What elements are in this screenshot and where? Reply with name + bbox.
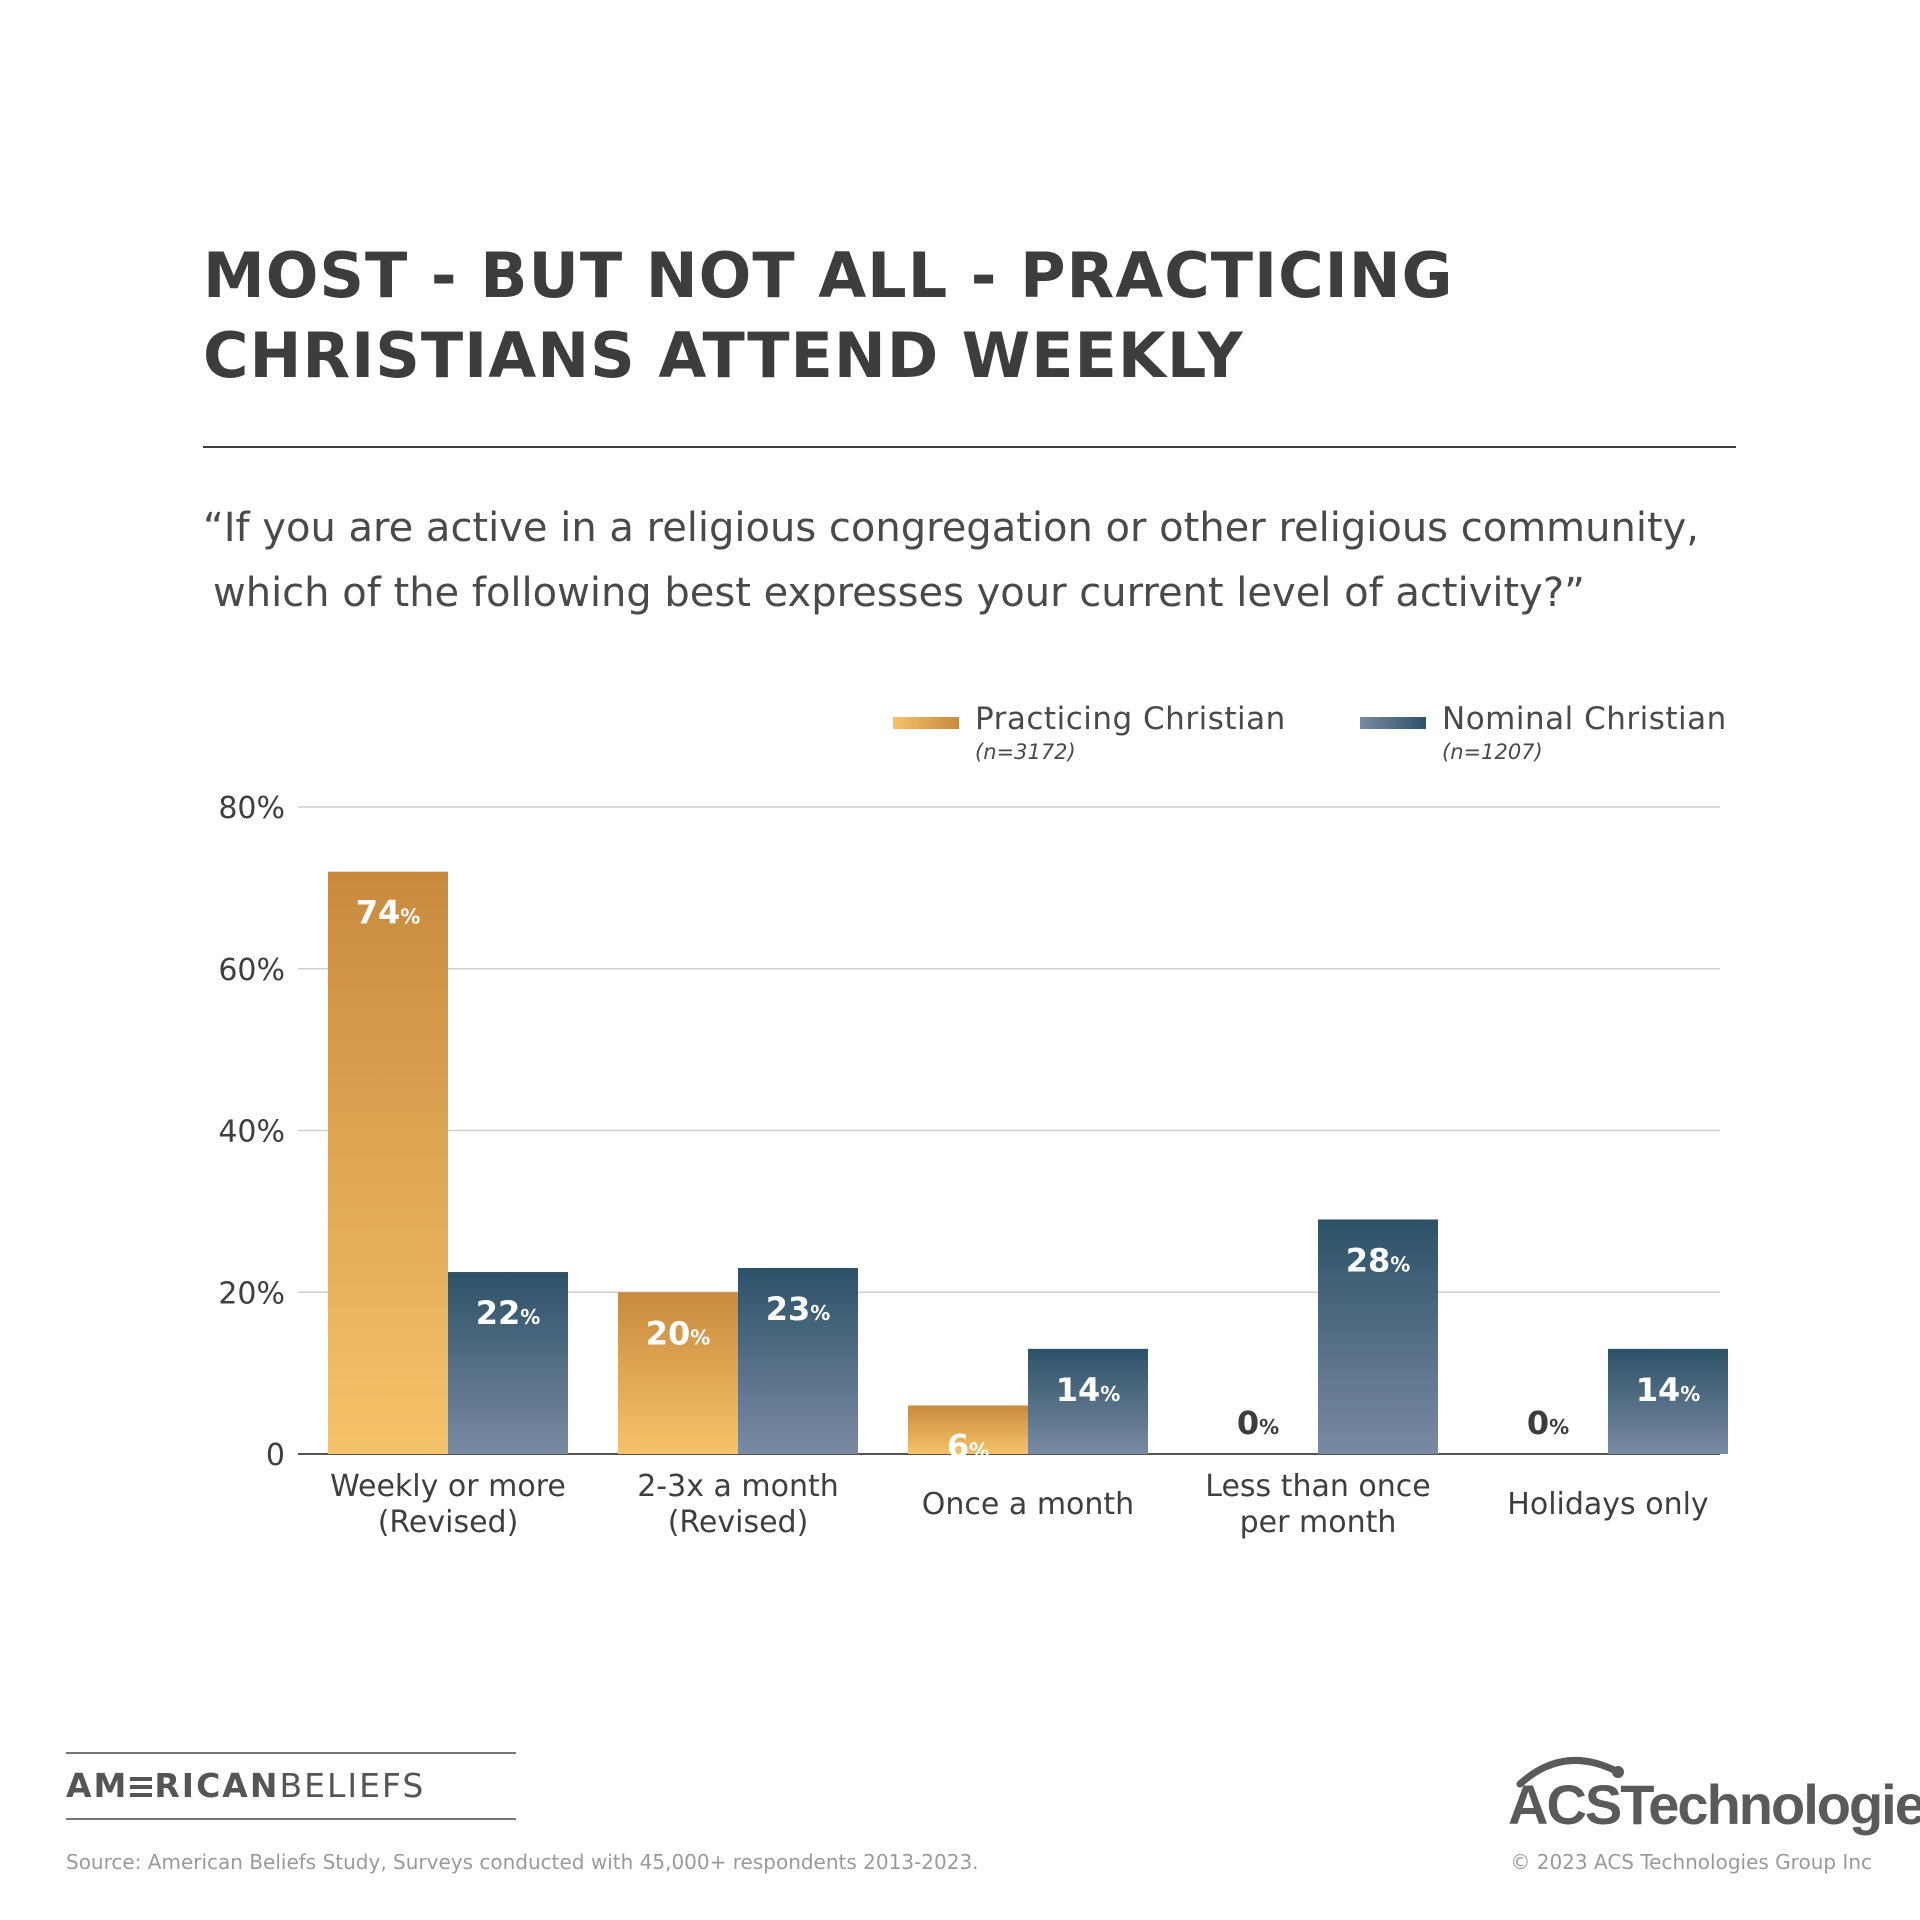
x-axis-labels: Weekly or more(Revised)2-3x a month(Revi… bbox=[330, 1469, 1709, 1540]
data-label: 23% bbox=[766, 1290, 831, 1328]
logo-rule-top bbox=[66, 1752, 516, 1754]
data-labels: 74% 20% 6% 0% 0% 22% 23% 14% 28% 14% bbox=[356, 894, 1701, 1466]
logo-flag-icon bbox=[130, 1777, 153, 1799]
chart-title: MOST - BUT NOT ALL - PRACTICING CHRISTIA… bbox=[203, 236, 1743, 396]
bar-practicing bbox=[328, 871, 448, 1454]
x-category-label: Less than once bbox=[1205, 1469, 1430, 1504]
data-label: 6% bbox=[947, 1427, 989, 1465]
legend-swatch-practicing bbox=[893, 717, 959, 729]
data-label: 74% bbox=[356, 894, 421, 932]
data-label: 0% bbox=[1527, 1404, 1569, 1442]
y-tick-label: 80% bbox=[218, 791, 285, 826]
x-category-label: 2-3x a month bbox=[637, 1469, 839, 1504]
acs-arc-icon bbox=[1516, 1757, 1624, 1788]
bar-nominal bbox=[1318, 1219, 1438, 1454]
x-category-label: Holidays only bbox=[1507, 1487, 1708, 1522]
data-label: 20% bbox=[646, 1314, 711, 1352]
x-category-label: Once a month bbox=[922, 1487, 1134, 1522]
bar-nominal bbox=[1608, 1348, 1728, 1454]
legend-label-practicing: Practicing Christian bbox=[975, 701, 1286, 737]
bar-practicing bbox=[908, 1405, 1028, 1454]
chart-title-line1: MOST - BUT NOT ALL - PRACTICING bbox=[203, 239, 1454, 312]
data-label: 22% bbox=[476, 1294, 541, 1332]
y-tick-label: 0 bbox=[266, 1438, 285, 1473]
question-line1: “If you are active in a religious congre… bbox=[203, 505, 1700, 551]
y-tick-label: 20% bbox=[218, 1276, 285, 1311]
x-category-label: (Revised) bbox=[378, 1505, 519, 1540]
data-label: 14% bbox=[1056, 1371, 1121, 1409]
bar-practicing bbox=[618, 1292, 738, 1454]
y-axis-ticks: 0 20% 40% 60% 80% bbox=[218, 791, 285, 1473]
logo-part-beliefs: BELIEFS bbox=[279, 1766, 426, 1805]
bars bbox=[328, 871, 1728, 1454]
x-category-label: Weekly or more bbox=[330, 1469, 566, 1504]
y-tick-label: 60% bbox=[218, 953, 285, 988]
legend-n-nominal: (n=1207) bbox=[1442, 740, 1543, 764]
logo-part-rican: RICAN bbox=[154, 1766, 280, 1805]
data-label: 0% bbox=[1237, 1404, 1279, 1442]
logo-rule-bottom bbox=[66, 1818, 516, 1820]
bar-nominal bbox=[448, 1272, 568, 1454]
title-divider bbox=[203, 446, 1736, 448]
data-label: 28% bbox=[1346, 1241, 1411, 1279]
legend-label-nominal: Nominal Christian bbox=[1442, 701, 1727, 737]
x-category-label: per month bbox=[1240, 1505, 1397, 1540]
survey-question: “If you are active in a religious congre… bbox=[203, 496, 1763, 626]
legend-n-practicing: (n=3172) bbox=[975, 740, 1076, 764]
legend-swatch-nominal bbox=[1360, 717, 1426, 729]
question-line2: which of the following best expresses yo… bbox=[213, 570, 1585, 616]
bar-nominal bbox=[1028, 1348, 1148, 1454]
copyright-note: © 2023 ACS Technologies Group Inc bbox=[1510, 1850, 1872, 1874]
bar-nominal bbox=[738, 1267, 858, 1454]
source-note: Source: American Beliefs Study, Surveys … bbox=[66, 1850, 979, 1874]
data-label: 14% bbox=[1636, 1371, 1701, 1409]
american-beliefs-logo: AM RICANBELIEFS bbox=[66, 1752, 516, 1820]
logo-part-am: AM bbox=[66, 1766, 129, 1805]
y-tick-label: 40% bbox=[218, 1115, 285, 1150]
x-category-label: (Revised) bbox=[668, 1505, 809, 1540]
logo-wordmark: AM RICANBELIEFS bbox=[66, 1766, 425, 1805]
chart-title-line2: CHRISTIANS ATTEND WEEKLY bbox=[203, 319, 1244, 392]
